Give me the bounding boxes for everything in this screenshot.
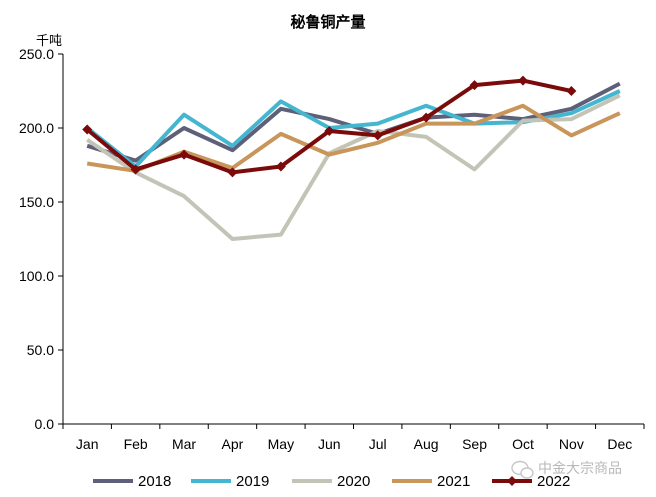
data-point-2022	[517, 75, 528, 86]
legend-item-2020: 2020	[292, 473, 370, 490]
data-point-2022	[421, 112, 432, 123]
x-tick-label: May	[268, 436, 294, 452]
data-point-2022	[275, 161, 286, 172]
series-line-2019	[85, 89, 621, 169]
y-tick-label: 0.0	[35, 416, 55, 432]
data-point-2022	[130, 164, 141, 175]
legend-item-2021: 2021	[392, 473, 470, 490]
y-tick-label: 150.0	[19, 194, 54, 210]
watermark: 中金大宗商品	[511, 460, 622, 479]
series-line-2020	[86, 93, 621, 241]
y-tick-label: 250.0	[19, 46, 54, 62]
legend-item-2018: 2018	[93, 473, 171, 490]
x-tick-label: Dec	[607, 436, 632, 452]
y-axis-unit-label: 千吨	[36, 34, 62, 49]
series-line-2021	[86, 103, 621, 173]
x-tick-label: Jun	[318, 436, 341, 452]
legend: 2018 2019 2020 2021 2022	[93, 473, 570, 490]
data-point-2022	[82, 124, 93, 135]
wechat-icon	[511, 460, 534, 479]
legend-label: 2018	[138, 473, 171, 490]
series-2019	[85, 89, 621, 169]
x-tick-label: Oct	[512, 436, 534, 452]
y-tick-label: 200.0	[19, 120, 54, 136]
x-tick-label: Mar	[172, 436, 196, 452]
legend-item-2019: 2019	[191, 473, 269, 490]
axes: 0.0 50.0 100.0 150.0 200.0 250.0 Jan Feb Mar Apr M…	[19, 46, 645, 452]
legend-label: 2022	[537, 473, 570, 490]
legend-item-2022: 2022	[492, 473, 570, 490]
x-tick-label: Jul	[369, 436, 387, 452]
y-tick-label: 100.0	[19, 268, 54, 284]
x-tick-label: Sep	[462, 436, 487, 452]
x-tick-label: Nov	[559, 436, 584, 452]
legend-label: 2019	[236, 473, 269, 490]
x-tick-label: Jan	[76, 436, 99, 452]
data-point-2022	[179, 149, 190, 160]
series-2021	[86, 103, 621, 173]
data-point-2022	[566, 86, 577, 96]
legend-marker	[507, 476, 517, 486]
data-point-2022	[324, 125, 335, 136]
legend-label: 2021	[437, 473, 470, 490]
data-point-2022	[227, 167, 238, 178]
series-2022	[82, 75, 577, 178]
legend-label: 2020	[337, 473, 370, 490]
y-tick-label: 50.0	[27, 342, 54, 358]
chart-title: 秘鲁铜产量	[290, 13, 365, 31]
x-tick-label: Feb	[124, 436, 148, 452]
watermark-text: 中金大宗商品	[538, 461, 622, 477]
data-point-2022	[372, 130, 383, 141]
series-layer	[82, 75, 621, 241]
data-point-2022	[469, 80, 480, 91]
x-tick-label: Aug	[414, 436, 439, 452]
series-2020	[86, 93, 621, 241]
x-tick-label: Apr	[222, 436, 244, 452]
